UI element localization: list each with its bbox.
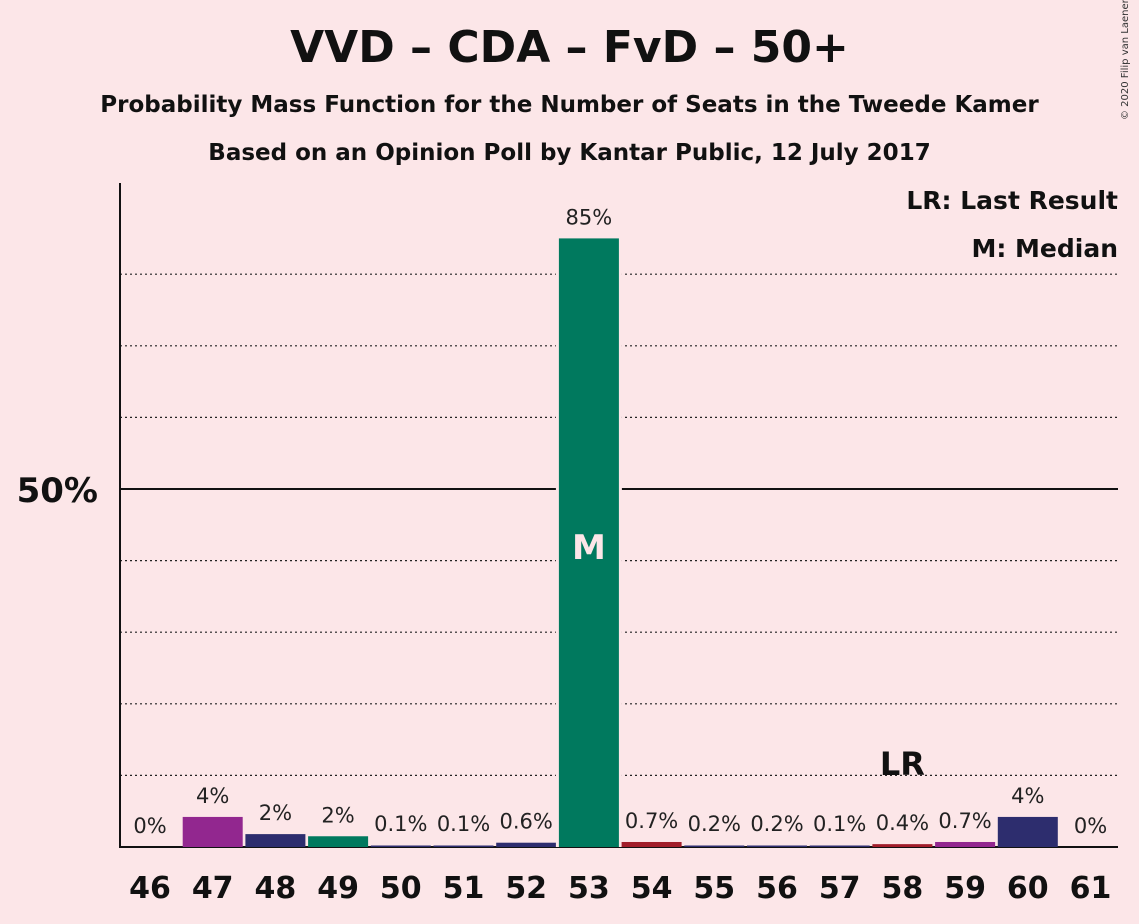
x-tick-label-52: 52 (505, 871, 547, 906)
value-label-49: 2% (321, 803, 354, 827)
x-tick-label-56: 56 (756, 871, 798, 906)
x-tick-label-57: 57 (819, 871, 861, 906)
x-tick-label-60: 60 (1007, 871, 1049, 906)
median-marker: M (572, 528, 606, 568)
x-tick-label-49: 49 (317, 871, 359, 906)
x-tick-label-58: 58 (882, 871, 924, 906)
bar-51 (433, 845, 494, 847)
value-label-60: 4% (1011, 784, 1044, 808)
bar-58 (872, 844, 933, 847)
value-label-50: 0.1% (374, 812, 427, 836)
x-tick-label-51: 51 (443, 871, 485, 906)
bar-57 (809, 845, 870, 847)
last-result-marker: LR (880, 745, 925, 783)
legend-entry: M: Median (971, 234, 1118, 263)
bar-47 (182, 816, 243, 847)
value-label-61: 0% (1074, 814, 1107, 838)
value-label-51: 0.1% (437, 812, 490, 836)
x-tick-label-54: 54 (631, 871, 673, 906)
value-label-54: 0.7% (625, 809, 678, 833)
bar-54 (621, 841, 682, 847)
value-label-56: 0.2% (750, 812, 803, 836)
value-label-55: 0.2% (688, 812, 741, 836)
chart-title: VVD – CDA – FvD – 50+ (290, 22, 849, 73)
x-tick-label-59: 59 (944, 871, 986, 906)
value-label-59: 0.7% (938, 809, 991, 833)
x-tick-label-55: 55 (693, 871, 735, 906)
value-label-46: 0% (133, 814, 166, 838)
value-label-52: 0.6% (500, 810, 553, 834)
bar-48 (245, 834, 306, 847)
value-label-58: 0.4% (876, 811, 929, 835)
chart-source-subtitle: Based on an Opinion Poll by Kantar Publi… (208, 140, 931, 166)
value-label-53: 85% (566, 205, 613, 229)
x-tick-label-46: 46 (129, 871, 171, 906)
bar-50 (370, 845, 431, 847)
x-tick-label-53: 53 (568, 871, 610, 906)
bar-55 (684, 845, 745, 847)
value-label-48: 2% (259, 801, 292, 825)
value-label-57: 0.1% (813, 812, 866, 836)
bar-56 (747, 845, 807, 847)
x-tick-label-47: 47 (192, 871, 234, 906)
legend-entry: LR: Last Result (906, 186, 1118, 215)
value-label-47: 4% (196, 784, 229, 808)
x-tick-label-50: 50 (380, 871, 422, 906)
bar-59 (935, 841, 996, 847)
bar-53 (558, 238, 619, 847)
bar-52 (496, 842, 557, 847)
bar-49 (308, 836, 369, 847)
x-tick-label-48: 48 (255, 871, 297, 906)
chart-subtitle: Probability Mass Function for the Number… (100, 92, 1039, 118)
x-tick-label-61: 61 (1070, 871, 1112, 906)
y-tick-label: 50% (17, 471, 98, 511)
bar-60 (997, 816, 1058, 847)
